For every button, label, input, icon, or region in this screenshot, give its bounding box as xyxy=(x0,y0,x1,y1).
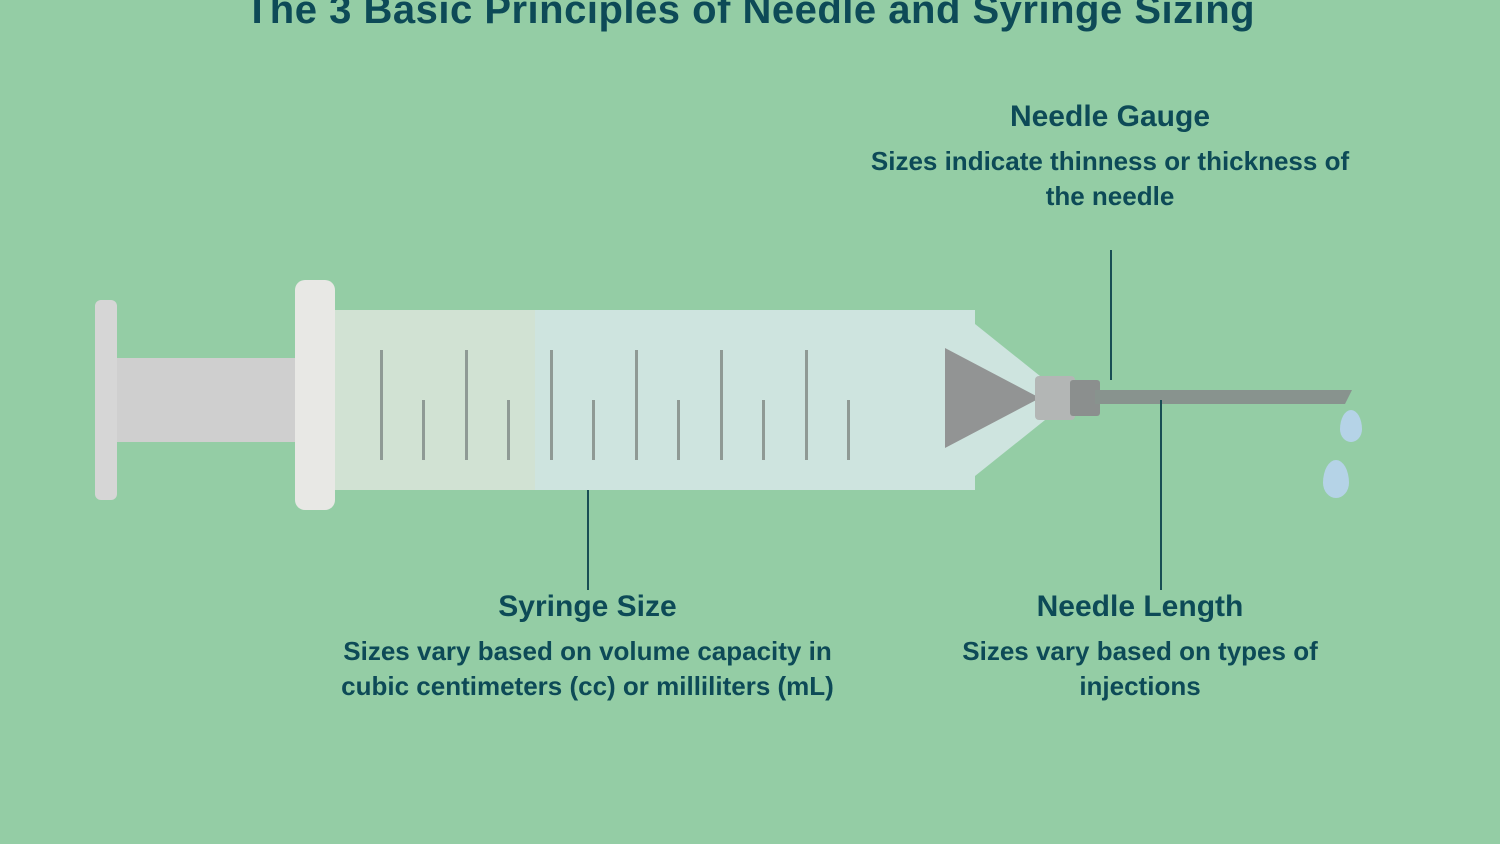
callout-desc: Sizes vary based on types of injections xyxy=(930,634,1350,704)
liquid-zone xyxy=(535,310,975,490)
tick-minor xyxy=(847,400,850,460)
callout-title: Syringe Size xyxy=(310,590,865,624)
needle-shaft xyxy=(1095,390,1345,404)
barrel-flange xyxy=(295,280,335,510)
leader-line-gauge xyxy=(1110,250,1112,380)
syringe-illustration xyxy=(95,310,1345,490)
callout-needle-gauge: Needle Gauge Sizes indicate thinness or … xyxy=(870,100,1350,214)
plunger-tip-zone xyxy=(335,310,535,490)
drop-icon xyxy=(1323,460,1349,498)
callout-desc: Sizes vary based on volume capacity in c… xyxy=(310,634,865,704)
tick-minor xyxy=(677,400,680,460)
leader-line-needle-length xyxy=(1160,400,1162,590)
needle-hub-cone xyxy=(945,348,1040,448)
tick-minor xyxy=(592,400,595,460)
callout-syringe-size: Syringe Size Sizes vary based on volume … xyxy=(310,590,865,704)
plunger-handle xyxy=(95,300,117,500)
tick-major xyxy=(380,350,383,460)
drop-icon xyxy=(1340,410,1362,442)
callout-title: Needle Gauge xyxy=(870,100,1350,134)
tick-minor xyxy=(762,400,765,460)
tick-major xyxy=(805,350,808,460)
tick-major xyxy=(550,350,553,460)
leader-line-syringe-size xyxy=(587,490,589,590)
page-title: The 3 Basic Principles of Needle and Syr… xyxy=(0,0,1500,33)
callout-title: Needle Length xyxy=(930,590,1350,624)
tick-major xyxy=(635,350,638,460)
needle-hub-connector xyxy=(1035,376,1075,420)
tick-major xyxy=(720,350,723,460)
tick-minor xyxy=(507,400,510,460)
callout-needle-length: Needle Length Sizes vary based on types … xyxy=(930,590,1350,704)
tick-major xyxy=(465,350,468,460)
tick-minor xyxy=(422,400,425,460)
callout-desc: Sizes indicate thinness or thickness of … xyxy=(870,144,1350,214)
